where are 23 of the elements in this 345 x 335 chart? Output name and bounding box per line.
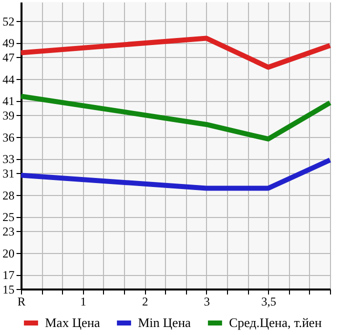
y-tick-label: 28 xyxy=(2,188,14,202)
y-tick-label: 25 xyxy=(2,210,14,224)
y-tick-label: 47 xyxy=(2,50,14,65)
y-tick-label: 33 xyxy=(2,152,14,166)
legend-label: Max Цена xyxy=(45,315,100,330)
y-tick-label: 17 xyxy=(2,268,14,282)
legend-label: Сред.Цена, т.йен xyxy=(229,315,322,330)
x-tick-label: 3,5 xyxy=(261,294,276,308)
x-tick-label: R xyxy=(17,294,26,308)
y-tick-label: 52 xyxy=(2,14,14,28)
legend-label: Min Цена xyxy=(138,315,192,330)
y-tick-label: 36 xyxy=(2,130,14,144)
x-tick-label: 1 xyxy=(80,294,86,308)
y-tick-label: 41 xyxy=(2,94,14,108)
y-tick-label: 15 xyxy=(2,282,14,296)
y-tick-label: 31 xyxy=(2,166,14,181)
y-tick-label: 23 xyxy=(2,224,14,239)
y-tick-label: 44 xyxy=(2,72,14,86)
x-tick-label: 3 xyxy=(204,294,210,308)
y-tick-label: 20 xyxy=(2,246,14,260)
y-tick-label: 39 xyxy=(2,108,14,123)
x-tick-label: 2 xyxy=(142,294,148,308)
y-tick-label: 49 xyxy=(2,36,14,50)
